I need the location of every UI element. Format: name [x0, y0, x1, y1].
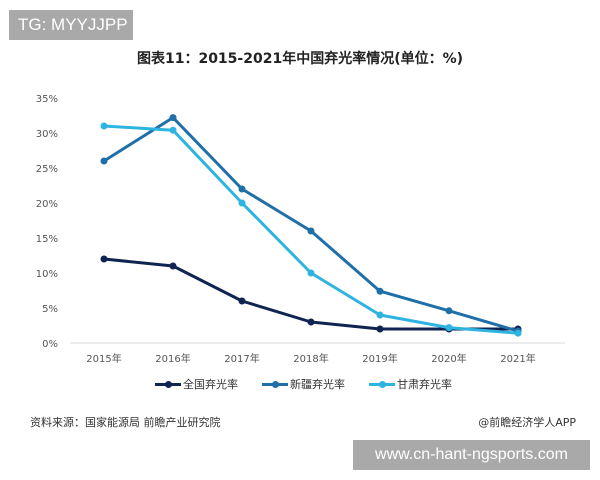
data-point [376, 287, 384, 295]
legend-swatch-icon [155, 380, 181, 388]
data-point [238, 297, 246, 305]
y-tick-label: 25% [36, 164, 58, 175]
x-tick-label: 2019年 [362, 352, 397, 365]
x-tick-label: 2016年 [155, 352, 190, 365]
y-tick-label: 0% [42, 339, 58, 350]
y-tick-label: 35% [36, 94, 58, 105]
chart-title: 图表11：2015-2021年中国弃光率情况(单位：%) [136, 51, 464, 67]
line-chart: 0% 5% 10% 15% 20% 25% 30% 35% 2015年 2016年 2017年 201… [36, 94, 565, 365]
watermark-tag: TG: MYYJJPP [9, 10, 133, 40]
y-tick-label: 5% [42, 304, 58, 315]
credit: @前瞻经济学人APP [478, 416, 576, 429]
legend-swatch-icon [262, 380, 288, 388]
data-point [238, 199, 246, 207]
data-point [376, 311, 384, 319]
data-point [100, 157, 108, 165]
x-tick-label: 2021年 [500, 352, 535, 365]
legend-item-gansu: 甘肃弃光率 [369, 376, 452, 392]
data-point [445, 324, 453, 332]
legend-label: 甘肃弃光率 [397, 378, 452, 391]
site-banner: www.cn-hant-ngsports.com [353, 440, 590, 470]
data-point [169, 126, 177, 134]
series-line [103, 116, 519, 333]
x-tick-label: 2017年 [224, 352, 259, 365]
data-point [100, 122, 108, 130]
y-tick-label: 15% [36, 234, 58, 245]
data-source: 资料来源：国家能源局 前瞻产业研究院 [30, 416, 221, 429]
data-point [169, 262, 177, 270]
data-point [238, 185, 246, 193]
data-point [307, 227, 315, 235]
y-tick-label: 30% [36, 129, 58, 140]
data-point [514, 329, 522, 337]
y-tick-label: 10% [36, 269, 58, 280]
legend-label: 新疆弃光率 [290, 378, 345, 391]
data-point [445, 307, 453, 315]
legend-label: 全国弃光率 [183, 378, 238, 391]
legend-swatch-icon [369, 380, 395, 388]
data-point [307, 269, 315, 277]
legend-item-national: 全国弃光率 [155, 376, 238, 392]
legend-item-xinjiang: 新疆弃光率 [262, 376, 345, 392]
x-tick-label: 2015年 [86, 352, 121, 365]
chart-legend: 全国弃光率 新疆弃光率 甘肃弃光率 [155, 376, 452, 392]
x-tick-label: 2018年 [293, 352, 328, 365]
data-point [376, 325, 384, 333]
y-tick-label: 20% [36, 199, 58, 210]
data-point [307, 318, 315, 326]
data-point [169, 114, 177, 122]
x-tick-label: 2020年 [431, 352, 466, 365]
data-point [100, 255, 108, 263]
